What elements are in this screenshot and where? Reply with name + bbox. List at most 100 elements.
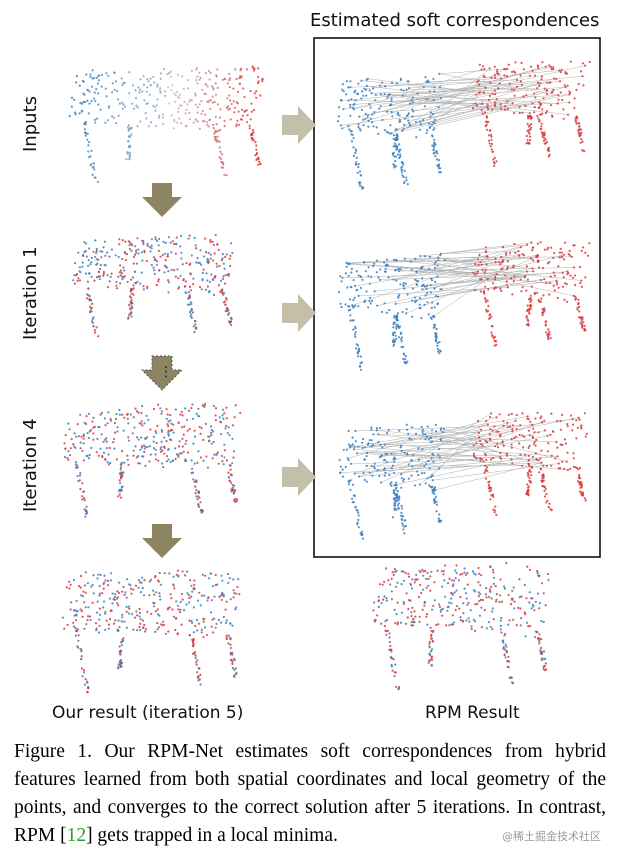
iter4-point <box>213 453 216 456</box>
rpm-point <box>446 606 449 609</box>
iter1-point <box>132 276 135 279</box>
rpm-point <box>451 584 454 588</box>
iter4-point <box>222 463 225 466</box>
rpm-point <box>536 572 539 575</box>
iter4-point <box>136 436 139 439</box>
iter1-source <box>439 288 442 291</box>
iter4-point <box>230 490 233 493</box>
iter1-point <box>224 310 227 313</box>
result-point <box>106 579 110 583</box>
iter1-target <box>581 326 584 329</box>
input-point <box>234 68 237 71</box>
iter4-target <box>538 471 541 474</box>
iter4-point <box>85 415 88 418</box>
iter1-source <box>369 302 372 305</box>
iter4-correspondence-line <box>378 434 557 443</box>
iter1-target <box>571 276 575 279</box>
iter1-target <box>474 263 477 266</box>
iter4-target <box>486 469 489 472</box>
iter4-target <box>543 495 547 498</box>
inputs-target <box>499 107 503 110</box>
iter1-target <box>579 282 582 285</box>
iter1-point <box>190 313 193 316</box>
iter4-point <box>141 424 144 427</box>
iter1-source <box>392 338 395 341</box>
iter4-point <box>154 429 157 433</box>
input-point <box>198 78 201 81</box>
iter4-point <box>221 460 224 463</box>
iter4-point <box>199 501 202 504</box>
rpm-point <box>499 594 502 597</box>
iter1-source <box>378 278 382 281</box>
inputs-target <box>510 70 514 73</box>
inputs-correspondence-line <box>389 94 558 104</box>
iter1-point <box>74 262 77 265</box>
iter4-target <box>559 428 562 431</box>
result-point <box>214 573 217 577</box>
inputs-target <box>583 149 586 153</box>
result-point <box>154 610 157 613</box>
iter1-target <box>531 267 534 270</box>
iter4-target <box>577 468 580 471</box>
inputs-source <box>381 118 384 121</box>
rpm-point <box>431 648 434 651</box>
inputs-target <box>513 112 516 115</box>
result-point <box>104 628 107 631</box>
iter4-source <box>403 451 406 454</box>
iter1-point <box>209 257 212 260</box>
iter1-source <box>339 275 342 278</box>
iter4-source <box>426 477 429 480</box>
iter1-point <box>109 275 112 278</box>
input-point <box>228 86 231 89</box>
inputs-source <box>394 155 398 158</box>
input-point <box>246 114 249 117</box>
input-point <box>258 160 261 163</box>
inputs-source <box>394 160 397 163</box>
inputs-target <box>569 91 572 94</box>
iter1-point <box>102 272 105 275</box>
inputs-source <box>431 113 434 116</box>
inputs-source <box>407 112 410 115</box>
iter1-target <box>553 252 556 255</box>
inputs-source <box>403 123 406 126</box>
iter1-source <box>399 283 402 286</box>
input-point <box>235 125 238 128</box>
iter1-point <box>132 284 135 287</box>
result-point <box>96 611 99 614</box>
result-point <box>209 572 212 575</box>
iter1-point <box>135 262 138 265</box>
rpm-point <box>519 607 522 610</box>
citation-link[interactable]: 12 <box>66 825 87 846</box>
rpm-point <box>474 573 477 576</box>
inputs-source <box>406 183 409 186</box>
iter1-point <box>121 275 124 278</box>
iter1-correspondence-line <box>379 272 563 281</box>
iter1-point <box>230 242 233 245</box>
input-point <box>96 117 99 120</box>
input-point <box>195 79 198 82</box>
inputs-target <box>549 81 552 84</box>
iter1-source <box>419 296 422 300</box>
rpm-point <box>489 625 492 629</box>
inputs-target <box>483 111 487 114</box>
inputs-target <box>491 150 494 153</box>
iter4-point <box>98 426 101 429</box>
input-point <box>245 109 248 112</box>
iter1-source <box>352 328 355 331</box>
rpm-point <box>489 565 492 569</box>
iter1-target <box>505 280 508 283</box>
iter4-source <box>371 444 375 447</box>
rpm-point <box>529 625 532 628</box>
iter4-target <box>579 425 583 428</box>
iter4-target <box>585 432 588 435</box>
result-point <box>83 671 86 674</box>
iter4-point <box>228 479 231 482</box>
result-point <box>215 622 218 626</box>
iter1-point <box>135 251 138 254</box>
iter4-point <box>231 437 234 440</box>
inputs-source <box>433 90 436 93</box>
input-point <box>219 157 223 160</box>
iter1-target <box>530 299 533 302</box>
iter1-point <box>179 274 182 277</box>
input-point <box>194 103 197 106</box>
